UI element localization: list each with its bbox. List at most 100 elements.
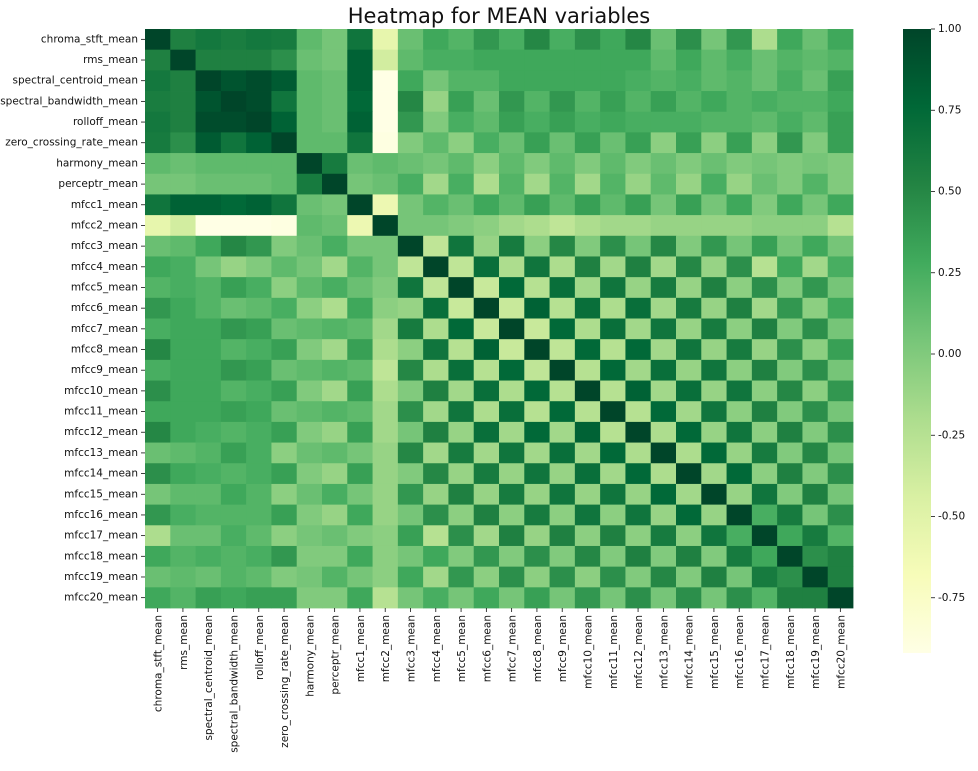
heatmap-cell [751, 256, 778, 278]
heatmap-cell [701, 380, 727, 402]
heatmap-cell [574, 359, 601, 381]
heatmap-cell [600, 153, 626, 175]
heatmap-cell [347, 339, 373, 361]
heatmap-cell [220, 70, 247, 92]
heatmap-cell [574, 380, 601, 402]
heatmap-cell [347, 29, 373, 51]
heatmap-cell [574, 483, 601, 506]
heatmap-cell [499, 111, 525, 133]
heatmap-cell [524, 194, 550, 216]
heatmap-cell [195, 318, 222, 340]
heatmap-cell [423, 545, 449, 568]
heatmap-cell [625, 49, 652, 71]
heatmap-cell [296, 587, 323, 609]
heatmap-cell [347, 91, 373, 113]
heatmap-cell [372, 215, 399, 237]
heatmap-cell [751, 132, 778, 154]
heatmap-cell [423, 421, 449, 443]
heatmap-cell [296, 215, 323, 237]
heatmap-cell [220, 463, 247, 485]
heatmap-cell [170, 339, 196, 361]
heatmap-cell [246, 70, 272, 92]
y-tick-label: mfcc20_mean [64, 592, 138, 604]
colorbar-tick-label: 0.75 [938, 104, 961, 116]
heatmap-cell [170, 545, 196, 568]
heatmap-cell [397, 587, 424, 609]
heatmap-cell [625, 29, 652, 51]
x-tick-label: spectral_centroid_mean [203, 615, 215, 741]
heatmap-cell [726, 421, 753, 443]
heatmap-cell [145, 235, 171, 257]
heatmap-cell [322, 463, 348, 485]
heatmap-cell [549, 359, 576, 381]
heatmap-cell [195, 463, 222, 485]
heatmap-cell [145, 525, 171, 547]
heatmap-cell [145, 215, 171, 237]
heatmap-cell [802, 380, 829, 402]
heatmap-cell [524, 421, 550, 443]
heatmap-cell [220, 173, 247, 195]
heatmap-cell [145, 277, 171, 299]
heatmap-cell [296, 463, 323, 485]
heatmap-cell [701, 173, 727, 195]
heatmap-cell [777, 442, 803, 464]
heatmap-cell [296, 504, 323, 526]
heatmap-cell [322, 587, 348, 609]
heatmap-cell [827, 153, 854, 175]
heatmap-cell [524, 463, 550, 485]
heatmap-cell [170, 297, 196, 319]
heatmap-cell [372, 132, 399, 154]
heatmap-cell [600, 380, 626, 402]
heatmap-cell [600, 91, 626, 113]
heatmap-cell [473, 173, 500, 195]
colorbar-tick-label: 0.00 [938, 348, 961, 360]
heatmap-cell [322, 215, 348, 237]
heatmap-cell [170, 587, 196, 609]
heatmap-cell [397, 401, 424, 423]
heatmap-cell [701, 277, 727, 299]
heatmap-cell [701, 483, 727, 506]
heatmap-cell [322, 111, 348, 133]
heatmap-cell [676, 442, 702, 464]
heatmap-cell [549, 29, 576, 51]
heatmap-cell [473, 442, 500, 464]
heatmap-cell [827, 359, 854, 381]
heatmap-cell [271, 49, 298, 71]
heatmap-cell [676, 421, 702, 443]
heatmap-cell [676, 566, 702, 588]
heatmap-cell [322, 525, 348, 547]
heatmap-cell [574, 70, 601, 92]
y-tick-label: mfcc9_mean [71, 364, 138, 376]
heatmap-cell [195, 277, 222, 299]
heatmap-cell [777, 545, 803, 568]
y-tick-label: mfcc16_mean [64, 509, 138, 521]
heatmap-cell [473, 297, 500, 319]
x-tick-label: mfcc15_mean [709, 615, 721, 689]
heatmap-cell [600, 483, 626, 506]
heatmap-cell [145, 111, 171, 133]
heatmap-cell [145, 29, 171, 51]
heatmap-cell [322, 566, 348, 588]
heatmap-cell [296, 483, 323, 506]
heatmap-cell [650, 525, 677, 547]
heatmap-cell [676, 525, 702, 547]
heatmap-cell [397, 111, 424, 133]
heatmap-cell [827, 463, 854, 485]
heatmap-cell [574, 463, 601, 485]
heatmap-cell [322, 173, 348, 195]
heatmap-cell [322, 256, 348, 278]
heatmap-cell [372, 380, 399, 402]
heatmap-cell [322, 483, 348, 506]
heatmap-cell [195, 297, 222, 319]
heatmap-cell [676, 297, 702, 319]
heatmap-cell [676, 504, 702, 526]
heatmap-cell [499, 91, 525, 113]
heatmap-cell [802, 49, 829, 71]
heatmap-cell [372, 297, 399, 319]
heatmap-cell [145, 504, 171, 526]
heatmap-cell [246, 442, 272, 464]
heatmap-cell [448, 318, 475, 340]
heatmap-cell [499, 49, 525, 71]
x-tick-label: mfcc1_mean [355, 615, 367, 682]
y-tick-label: mfcc10_mean [64, 385, 138, 397]
